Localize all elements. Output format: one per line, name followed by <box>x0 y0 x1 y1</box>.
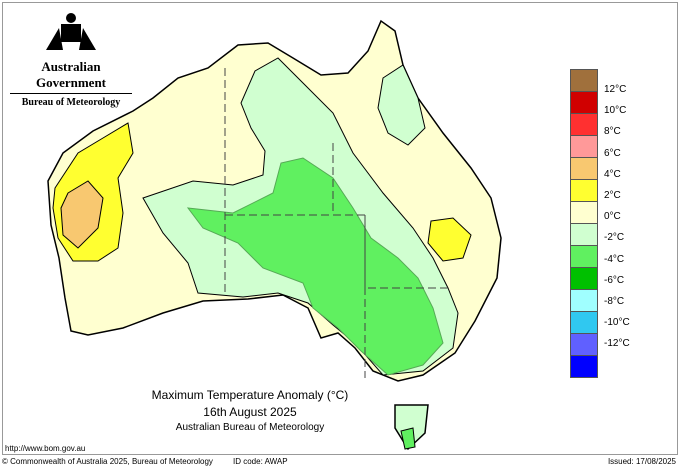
legend-swatch <box>570 356 598 378</box>
legend-label: 12°C <box>604 84 627 95</box>
anomaly-zone-west-hot <box>60 180 104 249</box>
legend-swatch <box>570 114 598 136</box>
anomaly-zone-central-cold <box>186 157 444 376</box>
legend-swatch <box>570 136 598 158</box>
coat-of-arms-icon <box>46 13 96 50</box>
legend-swatch <box>570 202 598 224</box>
anomaly-zone-qld-warm <box>427 217 472 262</box>
map-frame <box>2 2 678 455</box>
legend-label: 10°C <box>604 105 627 117</box>
map-title: Maximum Temperature Anomaly (°C) <box>151 388 349 402</box>
copyright: © Commonwealth of Australia 2025, Bureau… <box>2 457 213 466</box>
legend-swatch <box>570 246 598 268</box>
government-logo: Australian Government Bureau of Meteorol… <box>10 10 132 108</box>
legend-swatch <box>570 158 598 180</box>
map-source: Australian Bureau of Meteorology <box>175 422 325 433</box>
legend-label: -8°C <box>604 296 625 307</box>
legend-label: 4°C <box>604 168 621 180</box>
legend-label: -2°C <box>604 232 625 244</box>
id-code: ID code: AWAP <box>233 457 288 466</box>
issued-date: Issued: 17/08/2025 <box>607 457 676 466</box>
legend: 12°C 10°C 8°C 6°C 4°C 2°C 0°C -2°C -4°C -6°C -8°C -… <box>570 69 630 378</box>
legend-label: 6°C <box>604 147 621 159</box>
legend-swatch <box>570 290 598 312</box>
legend-label: 2°C <box>604 190 621 201</box>
legend-label: -6°C <box>604 274 625 286</box>
legend-label: -10°C <box>604 317 630 329</box>
legend-label: -4°C <box>604 253 625 265</box>
legend-swatch <box>570 224 598 246</box>
legend-label: 8°C <box>604 126 621 138</box>
map-date: 16th August 2025 <box>203 405 297 419</box>
australia-map <box>47 19 502 451</box>
government-name: Australian Government <box>10 59 132 94</box>
legend-label: -12°C <box>604 338 630 350</box>
legend-swatch <box>570 180 598 202</box>
anomaly-zone-qld-cool <box>377 64 426 146</box>
state-borders <box>224 68 448 378</box>
legend-swatch <box>570 69 598 92</box>
legend-swatch <box>570 334 598 356</box>
legend-swatch <box>570 92 598 114</box>
legend-label: 0°C <box>604 211 621 223</box>
website-link[interactable]: http://www.bom.gov.au <box>5 444 86 453</box>
tasmania-cold <box>400 427 416 450</box>
bureau-name: Bureau of Meteorology <box>21 97 121 108</box>
legend-swatch <box>570 268 598 290</box>
legend-swatch <box>570 312 598 334</box>
